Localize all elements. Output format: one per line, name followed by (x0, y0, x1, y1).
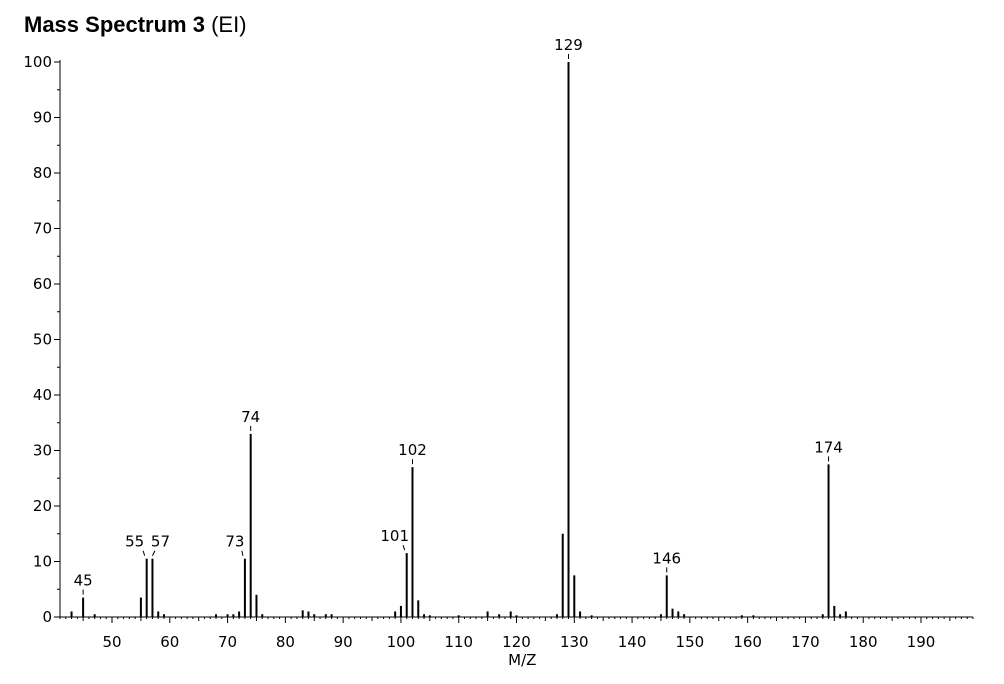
peak-label: 73 (225, 533, 244, 551)
peak-leader (142, 550, 146, 556)
x-tick-label: 80 (276, 633, 295, 651)
x-tick-label: 150 (676, 633, 705, 651)
x-tick-label: 170 (791, 633, 820, 651)
y-tick-label: 100 (23, 53, 52, 71)
x-tick-label: 50 (102, 633, 121, 651)
peak-leader (241, 550, 244, 556)
y-tick-label: 40 (33, 386, 52, 404)
chart-title: Mass Spectrum 3 (EI) (24, 12, 247, 38)
peak-label: 129 (554, 36, 583, 54)
peak-label: 45 (74, 572, 93, 590)
x-tick-label: 70 (218, 633, 237, 651)
x-tick-label: 100 (387, 633, 416, 651)
y-tick-label: 50 (33, 331, 52, 349)
y-tick-label: 60 (33, 275, 52, 293)
chart-title-suffix: EI (218, 12, 240, 37)
peaks (70, 62, 847, 617)
chart-title-open: ( (204, 12, 219, 37)
x-tick-label: 90 (334, 633, 353, 651)
x-tick-label: 60 (160, 633, 179, 651)
x-axis-label: M/Z (508, 651, 536, 669)
axes: 0 10 20 30 40 50 60 70 80 90 100 50 60 70 80 90 100 110 12… (23, 53, 974, 651)
y-tick-label: 90 (33, 109, 52, 127)
peak-leader (402, 545, 406, 551)
x-tick-label: 190 (907, 633, 936, 651)
x-tick-label: 110 (444, 633, 473, 651)
y-tick-label: 20 (33, 497, 52, 515)
peak-label: 174 (814, 438, 843, 456)
peak-leader (152, 550, 156, 556)
y-tick-label: 0 (42, 608, 52, 626)
peak-label: 102 (398, 441, 427, 459)
peak-label: 101 (380, 527, 409, 545)
y-tick-label: 10 (33, 553, 52, 571)
peak-label: 57 (151, 533, 170, 551)
peak-label: 74 (241, 408, 260, 426)
x-tick-label: 120 (502, 633, 531, 651)
peak-label: 55 (125, 533, 144, 551)
peak-label: 146 (652, 549, 681, 567)
y-tick-label: 80 (33, 164, 52, 182)
y-tick-label: 70 (33, 220, 52, 238)
chart-title-close: ) (239, 12, 247, 37)
x-tick-label: 130 (560, 633, 589, 651)
x-tick-label: 160 (733, 633, 762, 651)
x-tick-label: 140 (618, 633, 647, 651)
x-tick-label: 180 (849, 633, 878, 651)
y-tick-label: 30 (33, 442, 52, 460)
chart-title-main: Mass Spectrum 3 (24, 12, 205, 37)
peak-labels: 45 55 57 73 74 101 102 129 146 174 (74, 36, 843, 595)
